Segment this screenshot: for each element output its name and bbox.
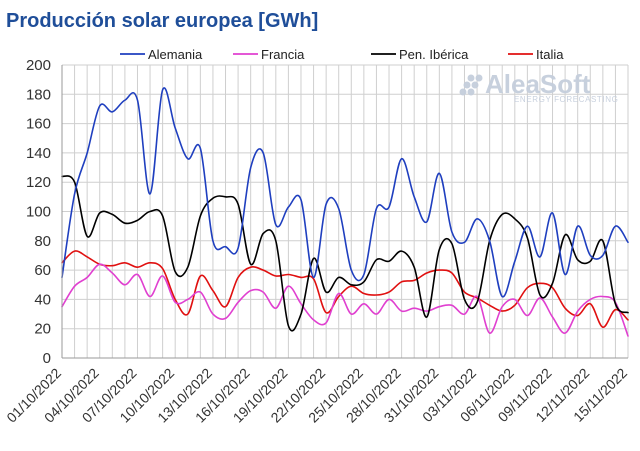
y-tick-label: 80 <box>34 233 51 250</box>
legend-label-italia: Italia <box>536 47 564 62</box>
y-tick-label: 100 <box>26 204 51 221</box>
grid <box>61 64 629 359</box>
y-tick-label: 0 <box>43 350 51 367</box>
aleasoft-logo-icon <box>459 74 483 96</box>
y-tick-label: 200 <box>26 57 51 74</box>
watermark-tagline: ENERGY FORECASTING <box>514 95 618 104</box>
y-tick-label: 20 <box>34 321 51 338</box>
legend-label-pen-iberica: Pen. Ibérica <box>399 47 469 62</box>
watermark-brand: AleaSoft <box>485 69 591 99</box>
y-tick-label: 180 <box>26 86 51 103</box>
y-tick-label: 60 <box>34 262 51 279</box>
y-tick-label: 40 <box>34 291 51 308</box>
series-line-pen-iberica <box>61 175 629 332</box>
y-tick-label: 160 <box>26 116 51 133</box>
series-line-italia <box>61 250 629 328</box>
chart-title: Producción solar europea [GWh] <box>6 10 318 32</box>
y-tick-label: 140 <box>26 145 51 162</box>
series-line-francia <box>61 263 629 337</box>
watermark: AleaSoft ENERGY FORECASTING <box>459 69 618 104</box>
series-lines <box>61 87 629 337</box>
y-tick-label: 120 <box>26 174 51 191</box>
legend-label-francia: Francia <box>261 47 305 62</box>
series-line-alemania <box>61 87 629 298</box>
legend: Alemania Francia Pen. Ibérica Italia <box>120 47 564 62</box>
legend-label-alemania: Alemania <box>148 47 203 62</box>
